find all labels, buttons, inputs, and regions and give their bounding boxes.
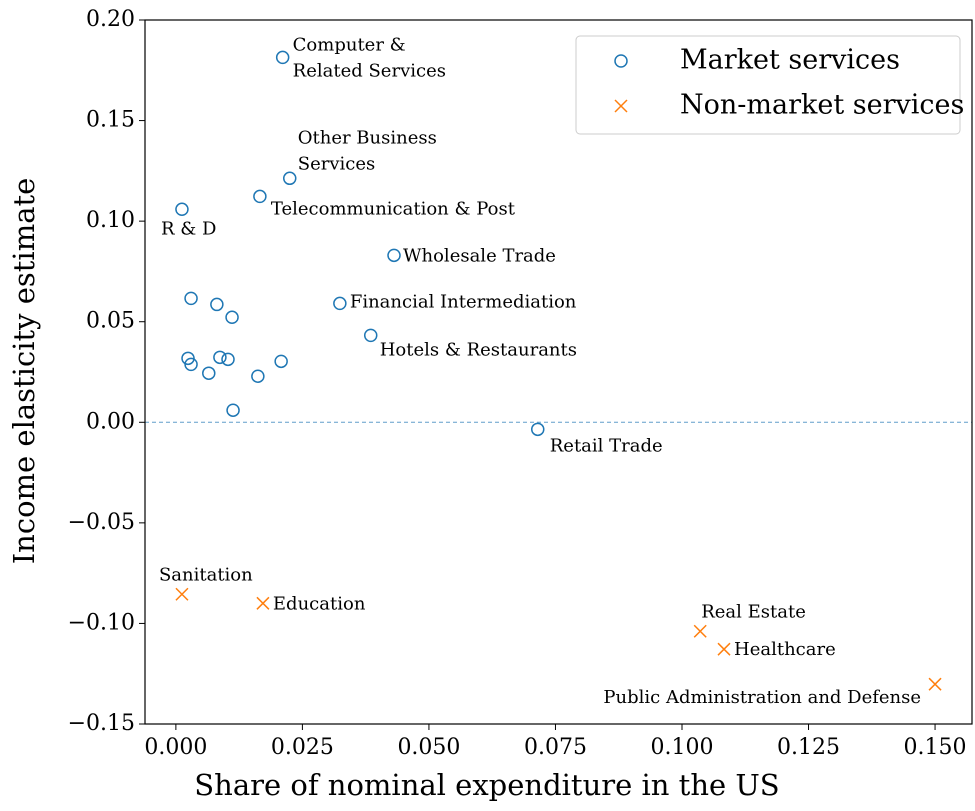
point-label: Public Administration and Defense: [603, 687, 921, 708]
point-label: R & D: [161, 218, 216, 239]
x-axis-label: Share of nominal expenditure in the US: [194, 768, 779, 802]
legend-label: Non-market services: [680, 90, 964, 121]
y-tick-label: 0.00: [86, 409, 135, 434]
point: [928, 677, 942, 691]
point: [717, 642, 731, 656]
legend-marker: [614, 99, 628, 113]
point: [693, 624, 707, 638]
point: [213, 350, 227, 365]
point-label: Retail Trade: [550, 435, 663, 456]
y-tick-label: −0.10: [68, 610, 135, 635]
point-label: Healthcare: [734, 639, 836, 660]
point: [256, 596, 270, 610]
point-label: Telecommunication & Post: [271, 198, 516, 219]
point-label: Real Estate: [701, 601, 806, 622]
y-tick-label: −0.15: [68, 711, 135, 736]
point: [184, 357, 198, 372]
legend-box: [575, 35, 961, 135]
point: [175, 202, 189, 217]
x-tick-label: 0.125: [777, 735, 840, 760]
point-label: Wholesale Trade: [403, 245, 556, 266]
x-tick-label: 0.100: [651, 735, 714, 760]
y-tick-label: 0.15: [86, 108, 135, 133]
y-tick-label: 0.05: [86, 309, 135, 334]
legend-marker: [614, 54, 628, 68]
point: [251, 369, 265, 383]
point-label: Education: [273, 593, 366, 614]
point: [253, 189, 267, 204]
y-axis-label: Income elasticity estimate: [7, 178, 41, 565]
legend-label: Market services: [680, 45, 900, 76]
plot-frame: [144, 19, 973, 725]
point: [363, 328, 378, 343]
point: [225, 310, 239, 325]
point-label: Computer & Related Services: [293, 34, 446, 81]
y-tick-label: 0.10: [86, 208, 135, 233]
point: [333, 296, 347, 311]
point: [275, 50, 290, 65]
x-tick-label: 0.150: [904, 735, 967, 760]
point: [221, 352, 235, 367]
point: [387, 248, 401, 263]
y-tick-label: 0.20: [86, 7, 135, 32]
point: [202, 366, 216, 380]
point-label: Hotels & Restaurants: [380, 339, 577, 360]
y-tick-label: −0.05: [68, 510, 135, 535]
point-label: Financial Intermediation: [350, 291, 577, 312]
point: [226, 403, 240, 417]
point: [530, 422, 545, 437]
x-tick-label: 0.000: [144, 735, 207, 760]
x-tick-label: 0.050: [397, 735, 460, 760]
point: [184, 291, 198, 306]
x-tick-label: 0.075: [524, 735, 587, 760]
point: [210, 297, 224, 312]
point-label: Sanitation: [159, 564, 253, 585]
point-label: Other Business Services: [298, 127, 437, 174]
point: [283, 171, 297, 186]
x-tick-label: 0.025: [271, 735, 334, 760]
point: [175, 587, 189, 601]
point: [274, 354, 288, 369]
